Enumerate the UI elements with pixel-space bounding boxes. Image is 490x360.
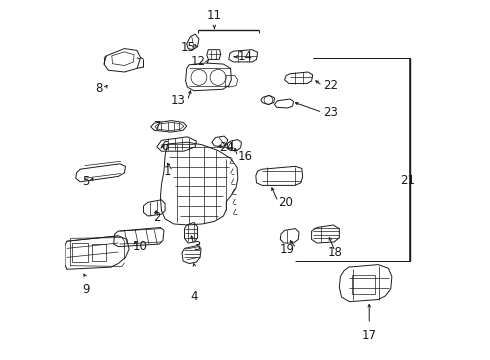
Text: 16: 16 — [238, 150, 253, 163]
Text: 15: 15 — [180, 41, 196, 54]
Text: 10: 10 — [133, 240, 147, 253]
Text: 22: 22 — [323, 79, 339, 92]
Text: 9: 9 — [82, 283, 90, 296]
Text: 17: 17 — [362, 329, 377, 342]
Text: 1: 1 — [164, 165, 171, 177]
Text: 11: 11 — [207, 9, 222, 22]
Text: 18: 18 — [327, 246, 343, 259]
Text: 3: 3 — [193, 240, 200, 253]
Bar — [72, 243, 88, 262]
Text: 12: 12 — [191, 55, 205, 68]
Text: 4: 4 — [191, 290, 198, 303]
Text: 24: 24 — [219, 141, 234, 154]
Text: 13: 13 — [171, 94, 186, 107]
Text: 14: 14 — [238, 50, 253, 63]
Text: 20: 20 — [278, 196, 293, 209]
Text: 8: 8 — [96, 82, 103, 95]
Text: 19: 19 — [280, 243, 294, 256]
Text: 7: 7 — [154, 120, 162, 133]
Text: 2: 2 — [153, 211, 161, 224]
Bar — [92, 244, 106, 261]
Text: 23: 23 — [323, 106, 339, 119]
Text: 5: 5 — [82, 175, 90, 188]
Text: 6: 6 — [162, 140, 169, 153]
Bar — [352, 275, 374, 294]
Text: 21: 21 — [400, 174, 415, 186]
